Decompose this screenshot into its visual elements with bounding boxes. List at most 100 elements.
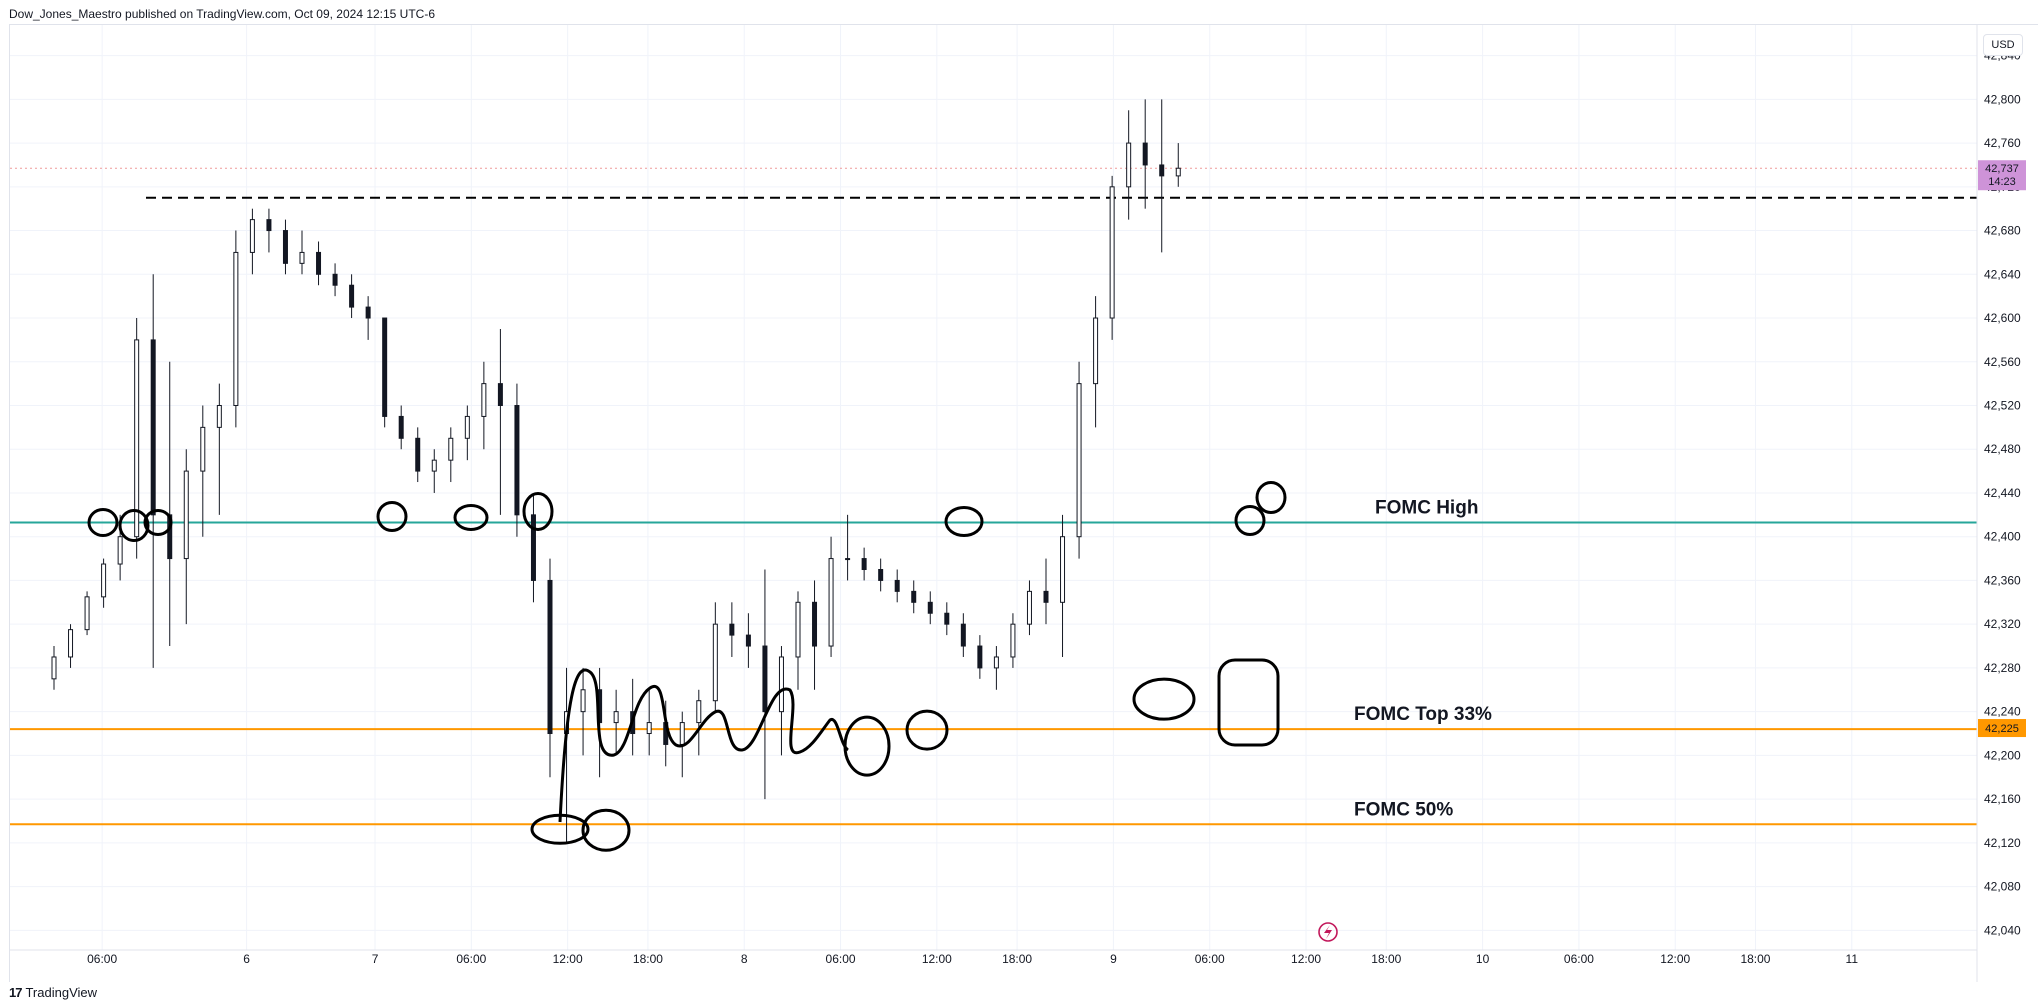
candle-body xyxy=(845,558,851,561)
countdown-timer: 14:23 xyxy=(1988,176,2016,188)
candle xyxy=(365,296,371,340)
level-lines: FOMC High FOMC Top 33% FOMC 50% xyxy=(10,167,1977,826)
candle-body xyxy=(51,656,57,680)
candle xyxy=(878,558,884,592)
candle xyxy=(1043,558,1049,625)
candle xyxy=(68,624,74,668)
y-tick-label: 42,280 xyxy=(1984,661,2021,675)
candle xyxy=(745,613,751,668)
candle xyxy=(282,219,288,275)
grid-lines xyxy=(10,25,1977,950)
candle xyxy=(216,383,222,515)
candle xyxy=(398,405,404,450)
candle-body xyxy=(249,219,255,253)
last-price-value: 42,737 xyxy=(1985,163,2019,175)
candle xyxy=(249,208,255,275)
y-tick-label: 42,040 xyxy=(1984,923,2021,937)
candle-body xyxy=(497,383,503,406)
candle xyxy=(51,646,57,690)
candle-body xyxy=(1076,383,1082,538)
y-tick-label: 42,080 xyxy=(1984,880,2021,894)
tradingview-logo[interactable]: 17 TradingView xyxy=(9,983,97,1001)
y-tick-label: 42,800 xyxy=(1984,92,2021,106)
publisher-line: Dow_Jones_Maestro published on TradingVi… xyxy=(9,7,436,21)
y-tick-label: 42,760 xyxy=(1984,136,2021,150)
candle-body xyxy=(84,596,90,631)
candle xyxy=(332,263,338,297)
candle-body xyxy=(1093,317,1099,385)
candle-body xyxy=(415,437,421,472)
candle-body xyxy=(349,284,355,308)
candle-body xyxy=(861,558,867,571)
candle-body xyxy=(729,623,735,636)
candle-body xyxy=(960,623,966,647)
candle xyxy=(514,383,520,537)
lightning-ring xyxy=(1318,922,1338,942)
candle xyxy=(944,602,950,636)
candle xyxy=(812,580,818,690)
candle xyxy=(1109,175,1115,340)
x-tick-label: 06:00 xyxy=(1195,952,1225,966)
candle xyxy=(1076,361,1082,559)
candle-body xyxy=(1126,142,1132,188)
candle-body xyxy=(431,459,437,472)
candle-body xyxy=(745,634,751,647)
x-tick-label: 06:00 xyxy=(826,952,856,966)
hand-drawn-circle xyxy=(843,715,891,777)
candle-body xyxy=(117,536,123,565)
x-tick-label: 12:00 xyxy=(922,952,952,966)
candle xyxy=(646,689,652,756)
x-tick-label: 7 xyxy=(372,952,379,966)
candle-body xyxy=(878,569,884,581)
candle-body xyxy=(216,404,222,428)
candle-body xyxy=(696,700,702,724)
candle-body xyxy=(1010,623,1016,658)
candle xyxy=(464,405,470,461)
candle-body xyxy=(762,645,768,713)
y-tick-label: 42,240 xyxy=(1984,705,2021,719)
candle xyxy=(1159,99,1165,253)
candle-body xyxy=(778,656,784,713)
x-tick-label: 10 xyxy=(1476,952,1490,966)
candle-body xyxy=(679,722,685,745)
candle xyxy=(1010,613,1016,668)
candle-body xyxy=(382,317,388,417)
currency-selector[interactable]: USD xyxy=(1983,34,2023,56)
y-tick-label: 42,600 xyxy=(1984,311,2021,325)
candle-body xyxy=(514,404,520,516)
candle xyxy=(927,591,933,625)
level-price-badge: 42,225 xyxy=(1978,719,2026,738)
y-tick-label: 42,120 xyxy=(1984,836,2021,850)
hand-drawn-circle xyxy=(118,508,150,542)
candle xyxy=(1142,99,1148,209)
level-price-badge-bg xyxy=(1978,719,2026,738)
candle-body xyxy=(1026,590,1032,625)
candle-body xyxy=(464,415,470,439)
y-tick-label: 42,680 xyxy=(1984,224,2021,238)
x-tick-label: 6 xyxy=(243,952,250,966)
candle-body xyxy=(1043,590,1049,603)
y-tick-label: 42,560 xyxy=(1984,355,2021,369)
hand-drawn-box xyxy=(1217,658,1280,747)
hand-drawn-circle xyxy=(581,808,631,852)
level-price-value: 42,225 xyxy=(1985,723,2019,735)
candle xyxy=(382,317,388,428)
hand-drawn-circle xyxy=(143,508,173,536)
candle-body xyxy=(332,273,338,286)
candle xyxy=(762,569,768,800)
x-tick-label: 06:00 xyxy=(1564,952,1594,966)
x-tick-label: 8 xyxy=(741,952,748,966)
hand-drawn-circle xyxy=(522,491,554,531)
tradingview-wordmark: TradingView xyxy=(25,984,98,1000)
candle xyxy=(613,689,619,756)
candle-body xyxy=(282,230,288,264)
x-tick-label: 12:00 xyxy=(553,952,583,966)
candle xyxy=(349,274,355,319)
candle-body xyxy=(547,579,553,735)
candle-body xyxy=(299,251,305,264)
candle xyxy=(1093,296,1099,428)
x-tick-label: 06:00 xyxy=(456,952,486,966)
candle-body xyxy=(1159,164,1165,177)
